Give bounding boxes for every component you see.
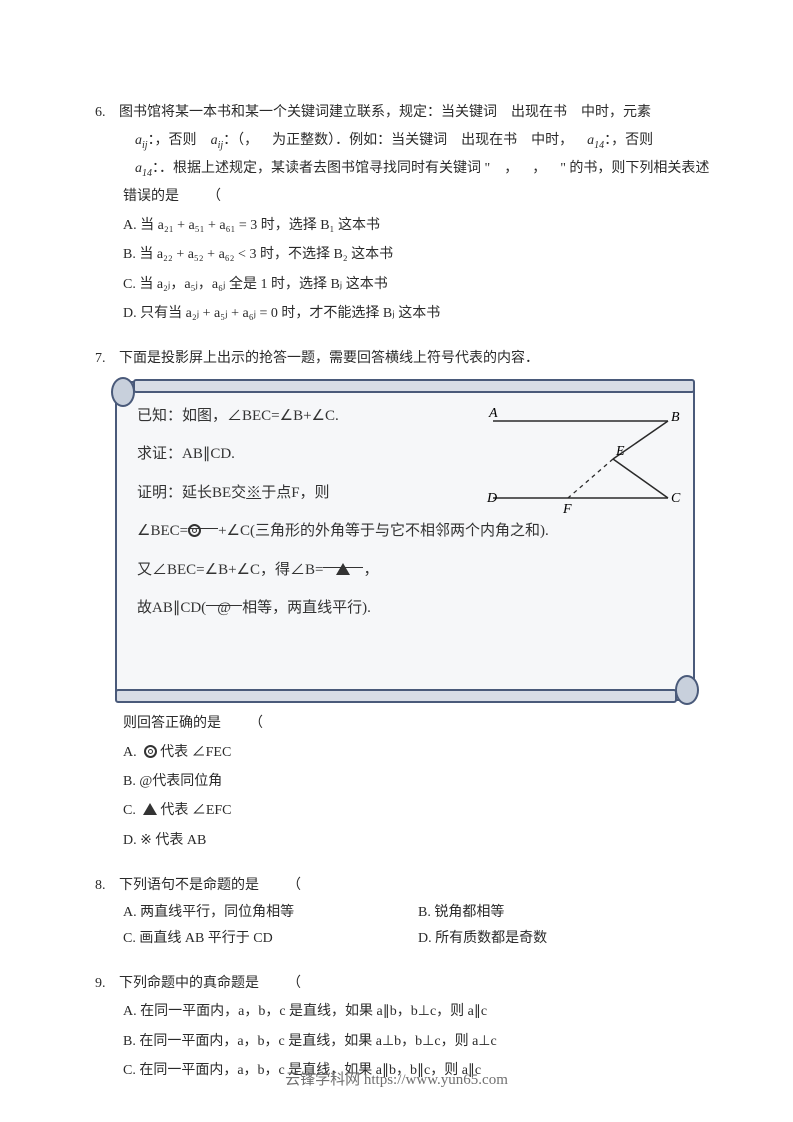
geometry-diagram: A B C D E F bbox=[483, 401, 683, 521]
circle-symbol bbox=[188, 524, 201, 537]
q9-option-a: A. 在同一平面内，a，b，c 是直线，如果 a∥b，b⊥c，则 a∥c bbox=[95, 997, 713, 1026]
scroll-bar-bot bbox=[115, 689, 677, 703]
geo-label-c: C bbox=[671, 491, 681, 506]
geo-label-b: B bbox=[671, 410, 680, 425]
q7-option-d: D. ※ 代表 AB bbox=[95, 826, 713, 855]
question-7: 7. 下面是投影屏上出示的抢答一题，需要回答横线上符号代表的内容． 已知：如图，… bbox=[95, 346, 713, 855]
triangle-symbol-opt bbox=[143, 803, 157, 815]
page-footer: 云锋学科网 https://www.yun65.com bbox=[0, 1066, 793, 1095]
q7-option-a: A. 代表 ∠FEC bbox=[95, 738, 713, 767]
q8-option-d: D. 所有质数都是奇数 bbox=[418, 926, 713, 953]
q8-stem: 下列语句不是命题的是 （ bbox=[119, 873, 713, 900]
geo-label-d: D bbox=[486, 491, 497, 506]
q6-option-c: C. 当 a₂ⱼ，a₅ⱼ，a₆ⱼ 全是 1 时，选择 Bⱼ 这本书 bbox=[95, 270, 713, 299]
q6-line1: 图书馆将某一本书和某一个关键词建立联系，规定：当关键词 出现在书 中时，元素 bbox=[119, 100, 713, 127]
q7-number: 7. bbox=[95, 346, 119, 373]
blank-x: ※ bbox=[246, 485, 261, 501]
q9-option-b: B. 在同一平面内，a，b，c 是直线，如果 a⊥b，b⊥c，则 a⊥c bbox=[95, 1027, 713, 1056]
question-8: 8. 下列语句不是命题的是 （ A. 两直线平行，同位角相等 B. 锐角都相等 … bbox=[95, 873, 713, 953]
q7-option-c: C. 代表 ∠EFC bbox=[95, 796, 713, 825]
q6-line3: a14：．根据上述规定，某读者去图书馆寻找同时有关键词 " ， ， " 的书，则… bbox=[95, 155, 713, 184]
geo-label-e: E bbox=[615, 444, 625, 459]
q6-number: 6. bbox=[95, 100, 119, 127]
geo-label-a: A bbox=[488, 406, 498, 421]
q6-option-a: A. 当 a₂₁ + a₅₁ + a₆₁ = 3 时，选择 B₁ 这本书 bbox=[95, 211, 713, 240]
q6-option-d: D. 只有当 a₂ⱼ + a₅ⱼ + a₆ⱼ = 0 时，才不能选择 Bⱼ 这本… bbox=[95, 299, 713, 328]
q8-option-a: A. 两直线平行，同位角相等 bbox=[123, 900, 418, 927]
scroll-bar-top bbox=[133, 379, 695, 393]
q9-stem: 下列命题中的真命题是 （ bbox=[119, 971, 713, 998]
question-6: 6. 图书馆将某一本书和某一个关键词建立联系，规定：当关键词 出现在书 中时，元… bbox=[95, 100, 713, 328]
scroll-figure: 已知：如图，∠BEC=∠B+∠C. 求证：AB∥CD. 证明：延长BE交※于点F… bbox=[115, 381, 695, 701]
q6-option-b: B. 当 a₂₂ + a₅₂ + a₆₂ < 3 时，不选择 B₂ 这本书 bbox=[95, 240, 713, 269]
scroll-curl-left bbox=[111, 377, 135, 407]
q8-number: 8. bbox=[95, 873, 119, 900]
q6-line2: aij：，否则 aij：（， 为正整数）．例如：当关键词 出现在书 中时， a1… bbox=[95, 127, 713, 156]
q7-option-b: B. @代表同位角 bbox=[95, 767, 713, 796]
scroll-line-5: 又∠BEC=∠B+∠C，得∠B=， bbox=[137, 553, 679, 588]
q8-option-b: B. 锐角都相等 bbox=[418, 900, 713, 927]
q8-option-c: C. 画直线 AB 平行于 CD bbox=[123, 926, 418, 953]
q6-line4: 错误的是 （ bbox=[95, 184, 713, 211]
q9-number: 9. bbox=[95, 971, 119, 998]
triangle-symbol bbox=[336, 563, 350, 575]
scroll-line-6: 故AB∥CD(@相等，两直线平行). bbox=[137, 591, 679, 626]
circle-symbol-opt bbox=[144, 745, 157, 758]
q7-stem: 下面是投影屏上出示的抢答一题，需要回答横线上符号代表的内容． bbox=[119, 346, 713, 373]
geo-label-f: F bbox=[562, 502, 572, 517]
q7-after: 则回答正确的是 （ bbox=[95, 711, 713, 738]
